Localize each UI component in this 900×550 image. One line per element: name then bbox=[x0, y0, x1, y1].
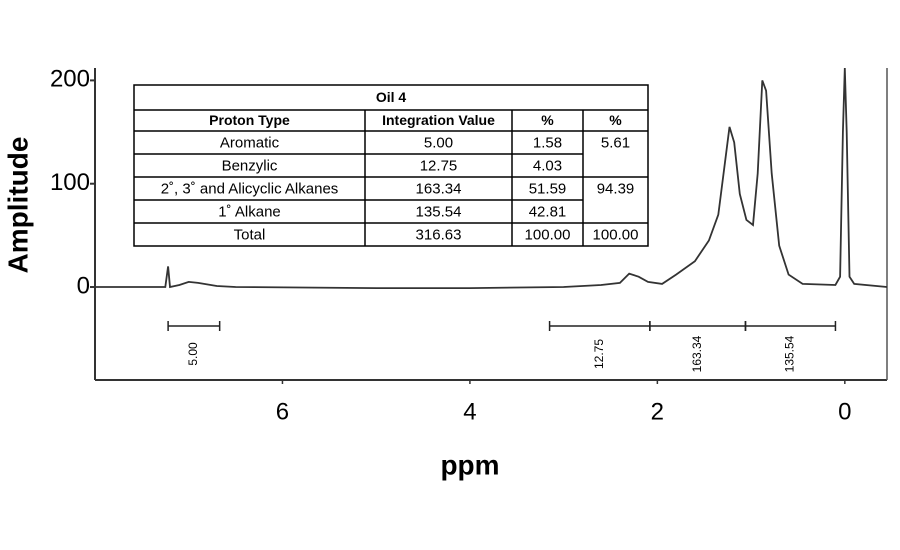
table-cell: 100.00 bbox=[593, 226, 639, 243]
x-axis-title: ppm bbox=[440, 449, 499, 480]
y-tick-label: 0 bbox=[77, 272, 90, 299]
table-cell: 135.54 bbox=[416, 203, 462, 220]
table-title: Oil 4 bbox=[376, 89, 407, 105]
x-tick-label: 4 bbox=[463, 398, 476, 425]
table-frame bbox=[133, 84, 649, 247]
table-cell: Total bbox=[234, 226, 266, 243]
table-header: Proton Type bbox=[209, 112, 290, 128]
table-header: % bbox=[609, 112, 622, 128]
table-cell: 12.75 bbox=[420, 157, 458, 174]
integral-label: 163.34 bbox=[690, 335, 704, 372]
x-tick-label: 6 bbox=[276, 398, 289, 425]
integral-label: 12.75 bbox=[592, 339, 606, 369]
table-cell: 42.81 bbox=[529, 203, 567, 220]
y-tick-label: 200 bbox=[50, 66, 90, 93]
table-cell: 1.58 bbox=[533, 134, 562, 151]
table-cell: 2˚, 3˚ and Alicyclic Alkanes bbox=[161, 180, 339, 197]
table-header: % bbox=[541, 112, 554, 128]
x-tick-label: 0 bbox=[838, 398, 851, 425]
table-cell: 51.59 bbox=[529, 180, 567, 197]
table-cell: 5.61 bbox=[601, 134, 630, 151]
integral-label: 135.54 bbox=[783, 335, 797, 372]
table-cell: 4.03 bbox=[533, 157, 562, 174]
table-cell: 1˚ Alkane bbox=[218, 203, 281, 220]
table-header: Integration Value bbox=[382, 112, 495, 128]
table-cell: 100.00 bbox=[525, 226, 571, 243]
table-cell: Benzylic bbox=[222, 157, 278, 174]
x-tick-label: 2 bbox=[651, 398, 664, 425]
y-tick-label: 100 bbox=[50, 169, 90, 196]
table-cell: 94.39 bbox=[597, 180, 635, 197]
table-cell: 316.63 bbox=[416, 226, 462, 243]
table-cell: 163.34 bbox=[416, 180, 462, 197]
table-cell: Aromatic bbox=[220, 134, 280, 151]
y-axis-title: Amplitude bbox=[2, 137, 33, 274]
integral-label: 5.00 bbox=[186, 342, 200, 366]
spectrum-line bbox=[95, 67, 888, 289]
table-cell: 5.00 bbox=[424, 134, 453, 151]
